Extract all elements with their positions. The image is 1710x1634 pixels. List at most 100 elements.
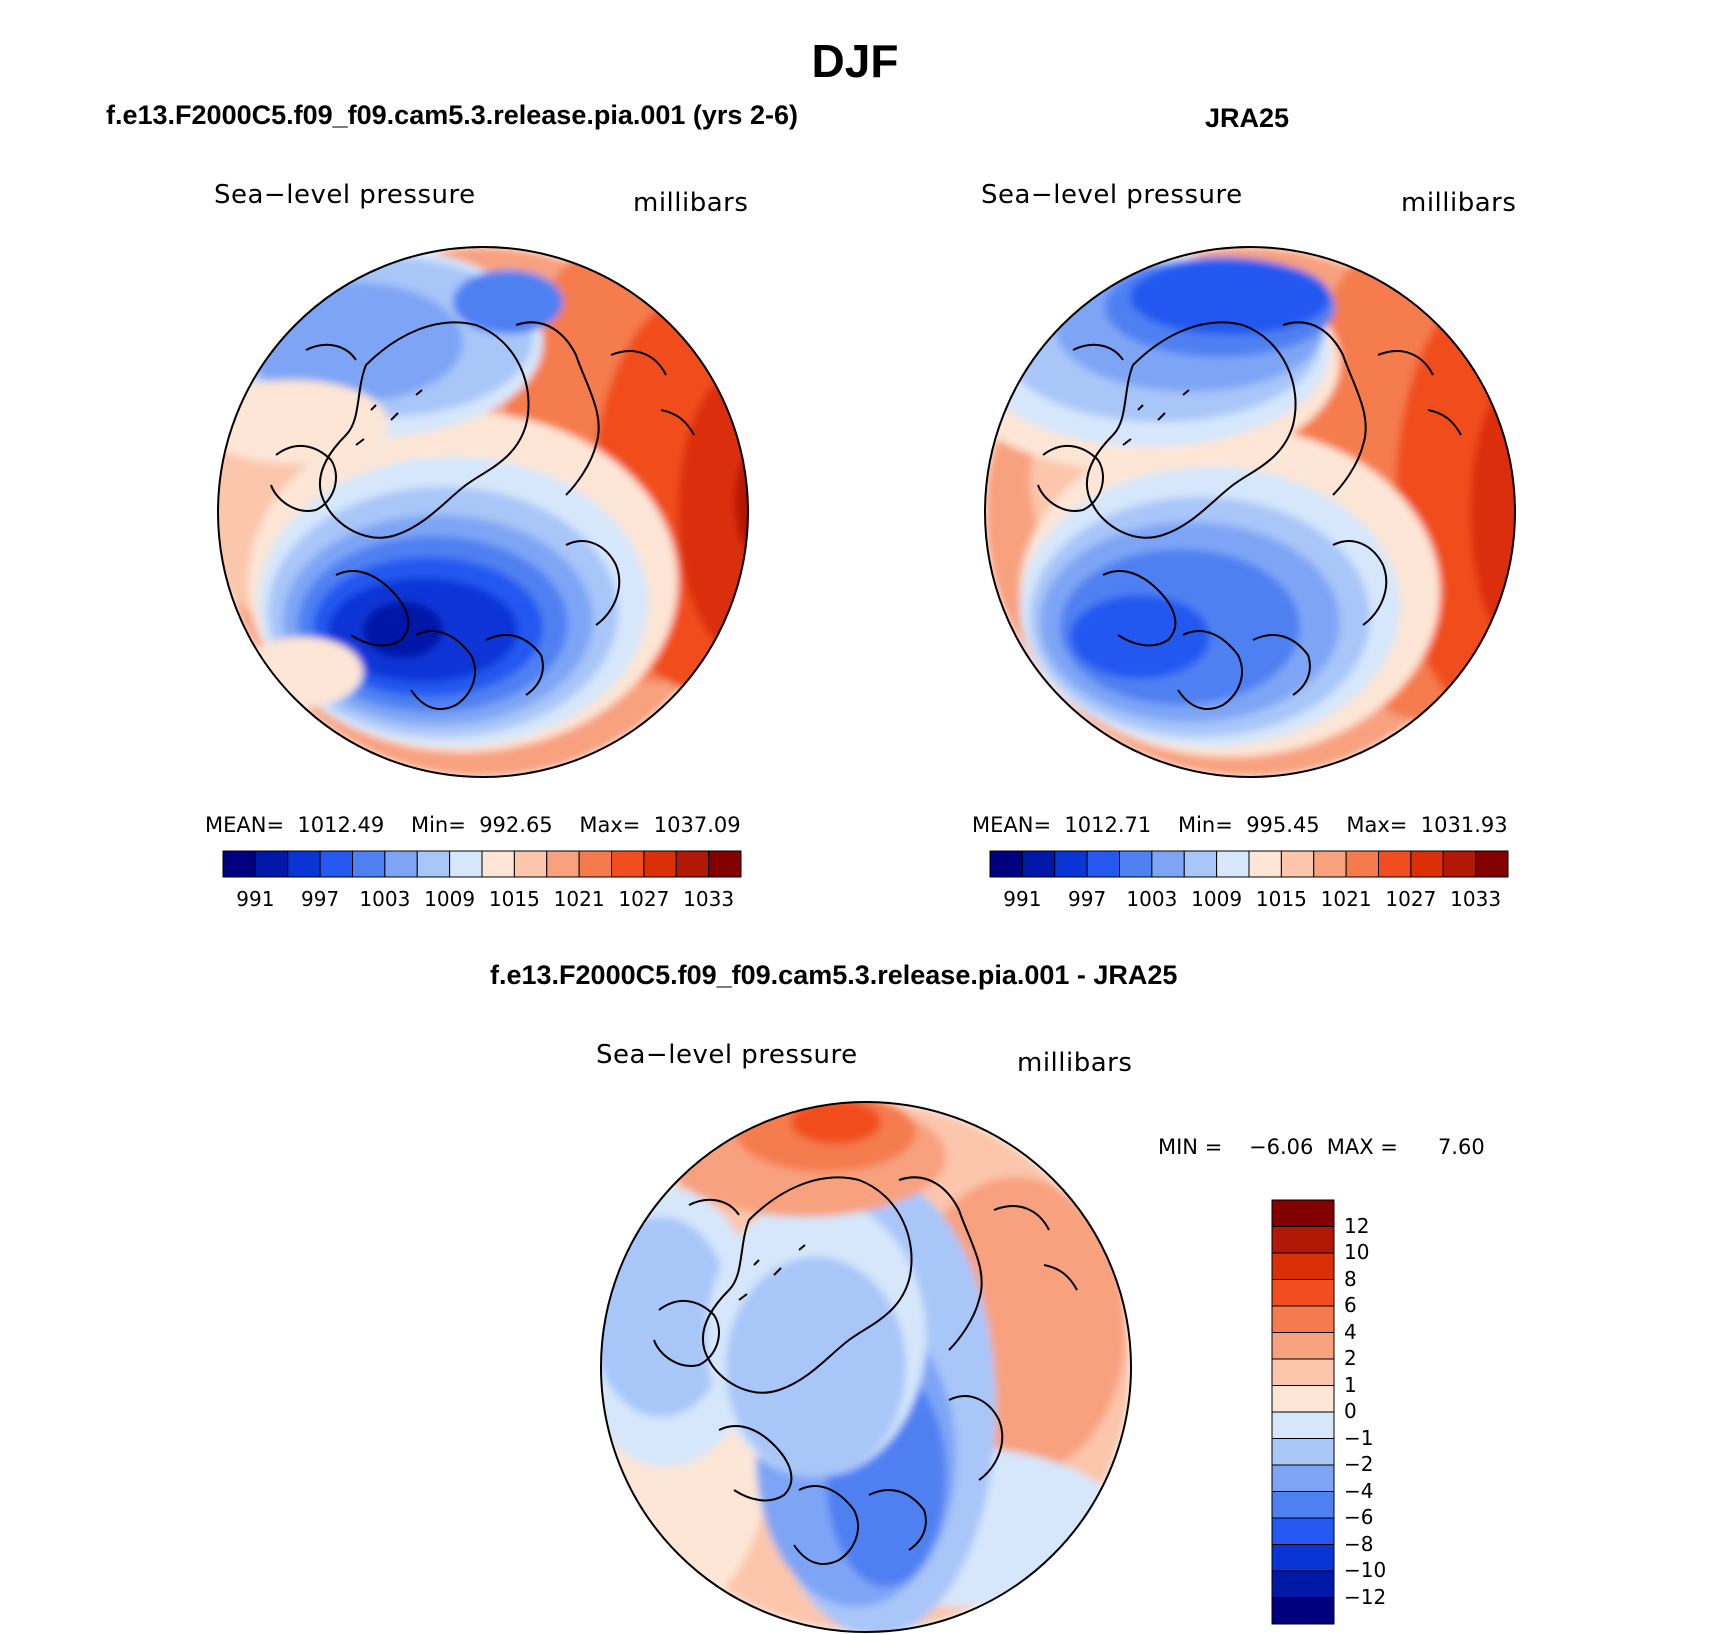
colorbar-swatch (1475, 850, 1509, 878)
coastline (1427, 409, 1462, 436)
obs-mean-value: 1012.71 (1064, 813, 1152, 837)
colorbar-swatch (1271, 1358, 1335, 1386)
model-case-title: f.e13.F2000C5.f09_f09.cam5.3.release.pia… (106, 100, 798, 130)
coastline (868, 1489, 927, 1551)
colorbar-tick-label: −1 (1344, 1425, 1374, 1450)
colorbar-tick-label: 1015 (1255, 887, 1307, 911)
colorbar-swatch (1183, 850, 1218, 878)
coastline (305, 343, 357, 361)
colorbar-tick-label: 1003 (359, 887, 411, 911)
diff-stats: MIN = −6.06 MAX = 7.60 (1158, 1135, 1485, 1159)
contour-fill (791, 1102, 881, 1144)
coastline (410, 630, 476, 710)
coastline (1282, 321, 1367, 496)
contour-fill (1470, 382, 1515, 642)
colorbar-swatch (675, 850, 710, 878)
coastline (898, 1176, 983, 1351)
coastline (1043, 1264, 1078, 1291)
diff-polar-map (600, 1101, 1132, 1633)
coastline (1377, 350, 1434, 376)
colorbar-tick-label: 997 (301, 887, 340, 911)
coastline (1037, 444, 1104, 512)
coastline (1177, 630, 1243, 710)
colorbar-swatch (643, 850, 677, 878)
diff-colorbar (1271, 1199, 1335, 1625)
colorbar-tick-label: 1009 (1191, 887, 1243, 911)
colorbar-tick-label: 8 (1344, 1266, 1357, 1291)
page-title: DJF (811, 35, 899, 87)
obs-case-title: JRA25 (1205, 103, 1290, 133)
contour-fill (453, 270, 563, 334)
coastline (793, 1485, 859, 1565)
obs-colorbar (989, 850, 1509, 878)
colorbar-swatch (611, 850, 645, 878)
contour-fill (1070, 595, 1210, 679)
colorbar-tick-label: 1 (1344, 1372, 1357, 1397)
coastline (1252, 634, 1311, 696)
colorbar-swatch (481, 850, 515, 878)
obs-max-value: 1031.93 (1420, 813, 1508, 837)
model-field-label: Sea−level pressure (214, 180, 476, 210)
coastline (318, 321, 530, 539)
map-border (984, 246, 1516, 778)
model-mean-label: MEAN= (205, 813, 285, 837)
obs-mean-label: MEAN= (972, 813, 1052, 837)
colorbar-swatch (1271, 1252, 1335, 1280)
model-units-label: millibars (633, 188, 749, 218)
colorbar-swatch (546, 850, 580, 878)
colorbar-swatch (254, 850, 289, 878)
model-min-label: Min= (410, 813, 466, 837)
colorbar-swatch (1271, 1544, 1335, 1572)
colorbar-tick-label: −12 (1344, 1584, 1387, 1609)
obs-min-value: 995.45 (1246, 813, 1320, 837)
coastline (270, 444, 337, 512)
model-max-label: Max= (579, 813, 641, 837)
colorbar-swatch (1216, 850, 1250, 878)
colorbar-swatch (1442, 850, 1477, 878)
colorbar-swatch (1280, 850, 1315, 878)
colorbar-swatch (1271, 1597, 1335, 1625)
coastline (653, 1299, 720, 1367)
colorbar-swatch (449, 850, 483, 878)
colorbar-swatch (1086, 850, 1120, 878)
diff-min-value: −6.06 (1249, 1135, 1314, 1159)
obs-field-label: Sea−level pressure (981, 180, 1243, 210)
model-polar-map (217, 246, 749, 778)
coastline (610, 350, 667, 376)
colorbar-tick-label: 1015 (488, 887, 540, 911)
diff-max-value: 7.60 (1437, 1135, 1485, 1159)
colorbar-tick-label: −2 (1344, 1452, 1374, 1476)
colorbar-tick-label: 1027 (1385, 887, 1437, 911)
model-min-value: 992.65 (479, 813, 553, 837)
colorbar-tick-label: 1027 (618, 887, 670, 911)
model-colorbar (222, 850, 742, 878)
colorbar-swatch (989, 850, 1023, 878)
coastline (993, 1205, 1050, 1231)
coastline (565, 540, 621, 626)
colorbar-tick-label: 1021 (553, 887, 605, 911)
model-stats: MEAN= 1012.49 Min= 992.65 Max= 1037.09 (205, 813, 741, 837)
colorbar-tick-label: 1009 (424, 887, 476, 911)
obs-units-label: millibars (1401, 188, 1517, 218)
obs-min-label: Min= (1177, 813, 1233, 837)
colorbar-swatch (1248, 850, 1282, 878)
colorbar-swatch (1054, 850, 1088, 878)
contour-fill (601, 1217, 731, 1417)
colorbar-swatch (1271, 1491, 1335, 1519)
coastline (1332, 540, 1388, 626)
coastline (660, 409, 695, 436)
coastline (1102, 570, 1177, 647)
colorbar-tick-label: 991 (1003, 887, 1042, 911)
colorbar-swatch (1271, 1279, 1335, 1307)
colorbar-swatch (1378, 850, 1412, 878)
colorbar-swatch (578, 850, 612, 878)
colorbar-tick-label: 1003 (1126, 887, 1178, 911)
colorbar-swatch (384, 850, 418, 878)
diff-max-label: MAX = (1326, 1135, 1398, 1159)
colorbar-swatch (1271, 1464, 1335, 1492)
colorbar-swatch (513, 850, 548, 878)
colorbar-swatch (1151, 850, 1185, 878)
colorbar-swatch (1271, 1305, 1335, 1333)
colorbar-swatch (1271, 1385, 1335, 1413)
colorbar-tick-label: 10 (1344, 1240, 1370, 1264)
